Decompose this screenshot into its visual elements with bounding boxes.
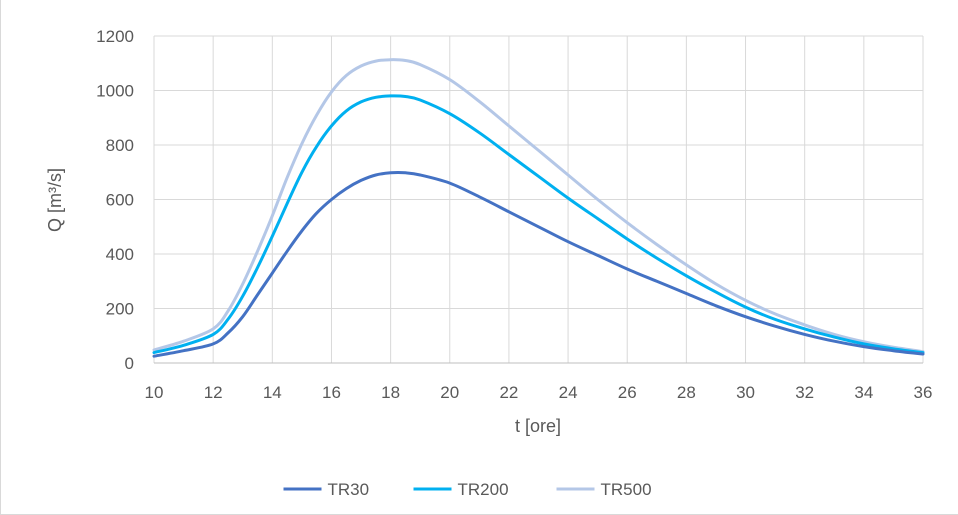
x-tick-label: 22 [499, 383, 518, 402]
y-tick-label: 600 [106, 191, 134, 210]
x-tick-label: 30 [736, 383, 755, 402]
x-tick-label: 28 [677, 383, 696, 402]
x-tick-label: 26 [618, 383, 637, 402]
x-tick-label: 10 [145, 383, 164, 402]
y-tick-label: 1200 [96, 27, 134, 46]
y-tick-label: 1000 [96, 82, 134, 101]
x-axis-title: t [ore] [515, 416, 561, 436]
series-line-tr500 [152, 58, 925, 354]
series-line-tr30 [152, 171, 925, 358]
x-tick-label: 18 [381, 383, 400, 402]
y-tick-label: 200 [106, 300, 134, 319]
series-lines [152, 58, 925, 358]
x-tick-label: 14 [263, 383, 282, 402]
x-tick-label: 24 [559, 383, 578, 402]
tick-labels: 0 200 400 600 800 1000 1200 10 12 14 16 18 20 22 24 26 2… [96, 27, 932, 402]
x-tick-label: 16 [322, 383, 341, 402]
legend-label-tr30: TR30 [328, 480, 370, 499]
legend-label-tr500: TR500 [601, 480, 652, 499]
series-line-tr200 [152, 94, 925, 355]
y-axis-title: Q [m³/s] [45, 168, 65, 232]
legend-label-tr200: TR200 [458, 480, 509, 499]
x-tick-label: 34 [854, 383, 873, 402]
y-tick-label: 800 [106, 136, 134, 155]
y-tick-label: 0 [125, 354, 134, 373]
x-tick-label: 36 [914, 383, 933, 402]
x-tick-label: 12 [204, 383, 223, 402]
legend: TR30 TR200 TR500 [283, 480, 652, 499]
gridlines [153, 35, 924, 363]
x-tick-label: 32 [795, 383, 814, 402]
x-tick-label: 20 [440, 383, 459, 402]
y-tick-label: 400 [106, 245, 134, 264]
